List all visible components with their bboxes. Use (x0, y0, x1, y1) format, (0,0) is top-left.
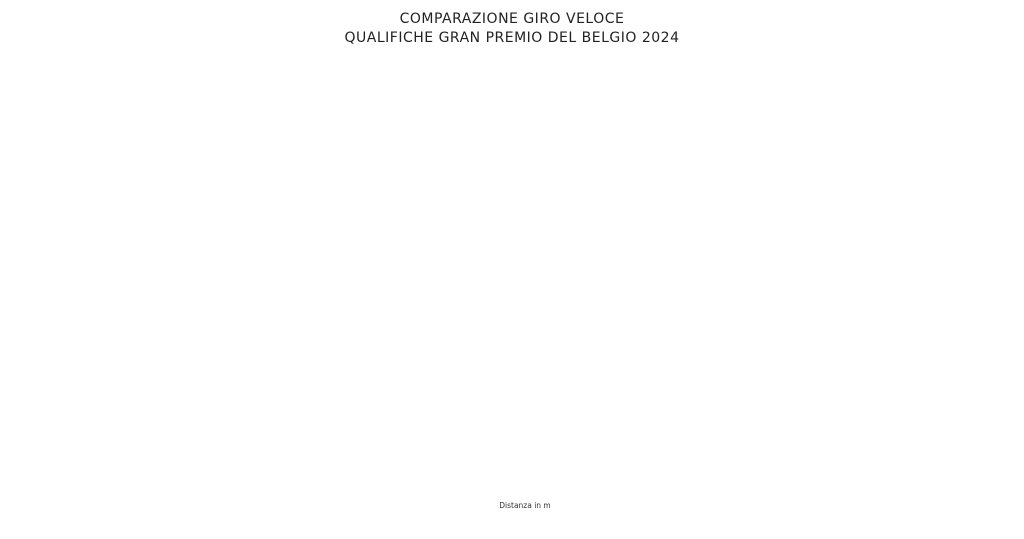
chart-title-line2: QUALIFICHE GRAN PREMIO DEL BELGIO 2024 (345, 30, 680, 46)
chart-title-line1: COMPARAZIONE GIRO VELOCE (400, 11, 625, 27)
x-axis-label: Distanza in m (499, 501, 551, 510)
